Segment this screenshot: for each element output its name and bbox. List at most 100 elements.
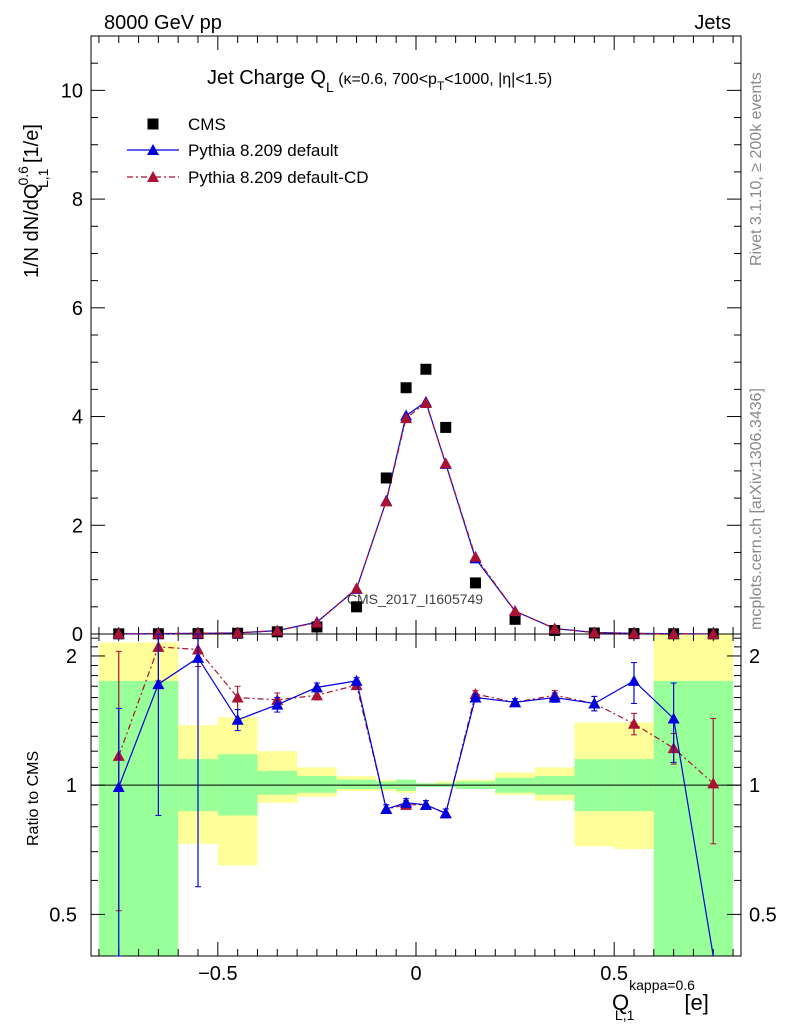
rivet-version-label: Rivet 3.1.10, ≥ 200k events: [748, 72, 765, 266]
default-cd-point: [667, 627, 680, 639]
ratio-default-point: [627, 674, 640, 686]
default-cd-line: [118, 401, 714, 635]
ratio-default-point: [152, 678, 165, 690]
ratio-default-point: [192, 651, 205, 663]
ratio-default-point: [350, 674, 363, 686]
ylabel-unit: [1/e]: [21, 124, 43, 168]
y-tick-label: 8: [72, 189, 83, 211]
band-inner: [98, 680, 179, 956]
title-sub: L: [326, 79, 334, 95]
y-tick-label: 2: [72, 515, 83, 537]
watermark-label: CMS_2017_I1605749: [347, 591, 483, 607]
ratio-y-tick-label-right: 0.5: [749, 904, 777, 926]
default-cd-point: [509, 605, 522, 617]
x-axis-label: Qkappa=0.6 L,1 [e]: [612, 977, 709, 1023]
default-cd-point: [588, 626, 601, 638]
legend-label: CMS: [188, 115, 226, 134]
ratio-y-tick-label: 1: [66, 775, 77, 797]
default-cd-point: [400, 412, 413, 424]
y-tick-label: 6: [72, 298, 83, 320]
default-cd-point: [707, 627, 720, 639]
ratio-default-point: [419, 798, 432, 810]
ratio-default-point: [588, 697, 601, 709]
default-cd-point: [310, 616, 323, 628]
default-cd-point: [627, 627, 640, 639]
title-main: Jet Charge Q: [207, 67, 326, 89]
y-tick-label: 0: [72, 624, 83, 646]
ratio-default-cd-point: [310, 689, 323, 701]
ratio-default-point: [439, 807, 452, 819]
ratio-y-tick-label-right: 1: [749, 775, 760, 797]
band-inner: [336, 779, 377, 789]
cms-point: [351, 601, 363, 613]
x-tick-label: −0.5: [198, 963, 237, 985]
cms-point: [400, 382, 412, 394]
title-sub2: T: [437, 79, 445, 93]
legend: CMS Pythia 8.209 default Pythia 8.209 defa…: [127, 115, 369, 187]
ratio-default-point: [400, 796, 413, 808]
y-tick-label: 10: [61, 80, 83, 102]
band-inner: [297, 776, 337, 793]
ratio-default-point: [112, 781, 125, 793]
ratio-default-point: [310, 681, 323, 693]
band-inner: [257, 770, 298, 795]
ratio-default-cd-point: [707, 777, 720, 789]
ratio-default-point: [667, 712, 680, 724]
cms-point: [420, 363, 432, 375]
legend-marker: [147, 144, 159, 155]
header-left-label: 8000 GeV pp: [104, 12, 222, 34]
y-tick-label: 4: [72, 407, 83, 429]
default-cd-point: [112, 627, 125, 639]
header-right-label: Jets: [694, 12, 731, 34]
default-cd-point: [350, 582, 363, 594]
default-cd-point: [548, 622, 561, 634]
legend-marker: [147, 171, 159, 182]
cms-point: [440, 421, 452, 433]
ylabel-sup: 0.6: [15, 166, 31, 186]
default-cd-point: [152, 627, 165, 639]
band-inner: [653, 680, 734, 956]
ratio-default-cd-point: [627, 717, 640, 729]
ratio-default-line: [118, 656, 714, 957]
cms-point: [469, 577, 481, 589]
series-marks: [112, 363, 720, 957]
xlabel-sup: kappa=0.6: [629, 977, 695, 993]
default-cd-point: [469, 550, 482, 562]
default-cd-point: [439, 457, 452, 469]
title-rest: (κ=0.6, 700<p: [334, 71, 437, 88]
default-cd-point: [271, 624, 284, 636]
ratio-default-point: [231, 713, 244, 725]
xlabel-unit: [e]: [684, 990, 708, 1015]
title-tail: <1000, |η|<1.5): [444, 71, 552, 88]
ylabel-main: 1/N dN/dQ: [21, 184, 43, 278]
x-tick-label: 0.5: [600, 963, 628, 985]
ratio-y-axis-label: Ratio to CMS: [25, 751, 42, 846]
ratio-default-point: [548, 691, 561, 703]
chart-title: Jet Charge QL (κ=0.6, 700<pT<1000, |η|<1…: [207, 67, 552, 95]
ratio-y-tick-label-right: 2: [749, 646, 760, 668]
mcplots-label: mcplots.cern.ch [arXiv:1306.3436]: [748, 388, 765, 630]
default-cd-point: [419, 396, 432, 408]
ratio-default-point: [380, 803, 393, 815]
ratio-uncertainty-bands: [98, 634, 734, 956]
x-tick-label: 0: [410, 963, 421, 985]
ratio-y-tick-label: 2: [66, 646, 77, 668]
cms-point: [509, 613, 521, 625]
ratio-default-point: [271, 698, 284, 710]
ratio-default-cd-point: [231, 691, 244, 703]
legend-label: Pythia 8.209 default-CD: [188, 168, 369, 187]
upper-y-axis-label: 1/N dN/dQ0.6 L,1 [1/e]: [15, 124, 51, 278]
default-cd-point: [192, 627, 205, 639]
default-cd-point: [380, 495, 393, 507]
ratio-y-tick-label: 0.5: [49, 904, 77, 926]
xlabel-main: Q: [612, 990, 629, 1015]
default-cd-point: [231, 626, 244, 638]
ratio-default-point: [509, 696, 522, 708]
ylabel-sub: L,1: [35, 168, 51, 188]
cms-point: [380, 472, 392, 484]
ratio-default-point: [469, 691, 482, 703]
xlabel-sub: L,1: [615, 1007, 635, 1023]
legend-marker-cms: [147, 118, 159, 130]
legend-label: Pythia 8.209 default: [188, 141, 339, 160]
